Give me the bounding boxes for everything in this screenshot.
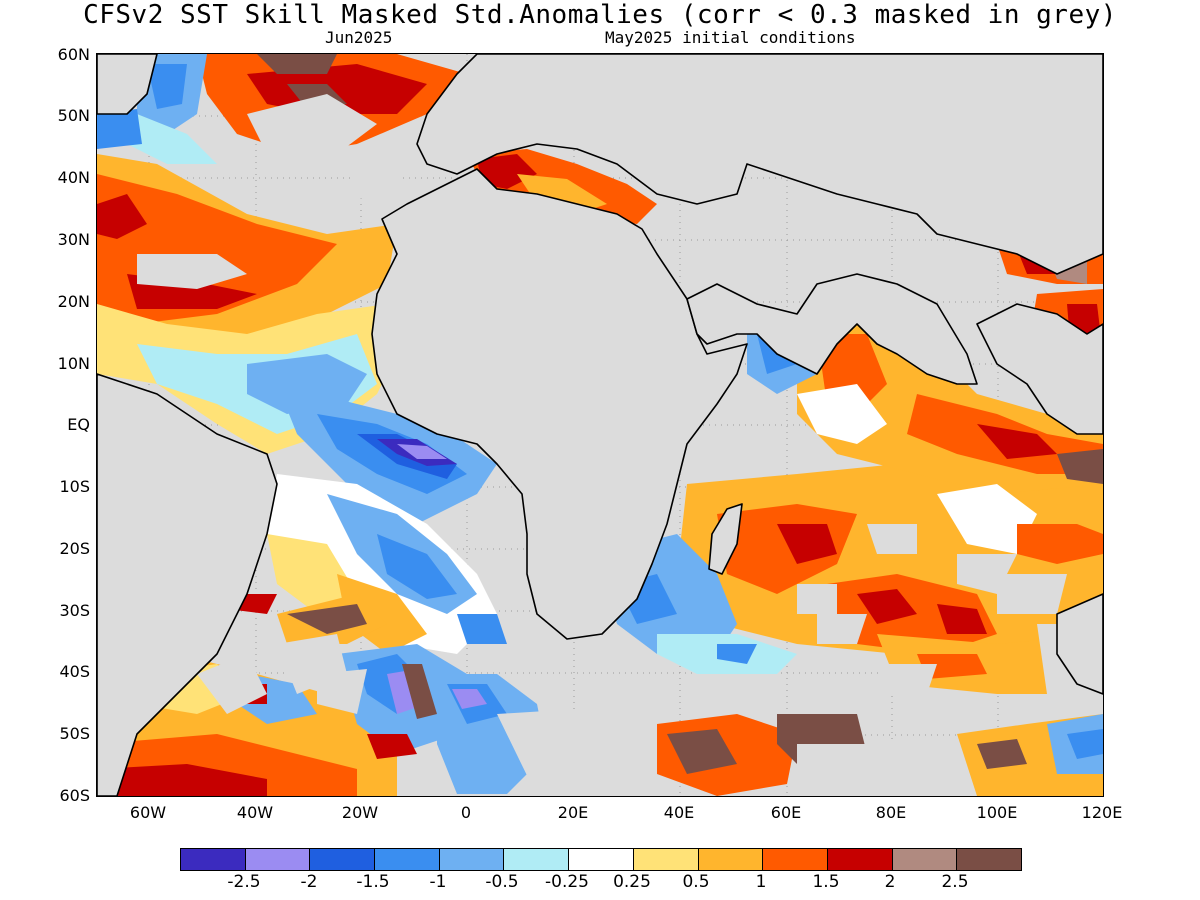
colorbar-swatch (439, 849, 505, 870)
colorbar-swatch (310, 849, 376, 870)
south-america (97, 373, 278, 796)
colorbar-swatch (827, 849, 893, 870)
forecast-month: Jun2025 (325, 28, 393, 47)
colorbar-swatch (504, 849, 570, 870)
arabia-india (686, 273, 978, 385)
europe (416, 54, 1103, 275)
africa (371, 168, 748, 640)
colorbar-swatch (763, 849, 828, 870)
lat-label: 40N (57, 168, 90, 187)
colorbar-swatch (957, 849, 1021, 870)
lon-label: 60W (129, 803, 167, 822)
colorbar-label: 0.25 (613, 872, 651, 892)
colorbar-swatch (633, 849, 699, 870)
map-canvas (97, 54, 1103, 796)
colorbar-label: -1 (429, 872, 447, 892)
chart-title: CFSv2 SST Skill Masked Std.Anomalies (co… (83, 0, 1117, 30)
lat-label: EQ (67, 415, 90, 434)
colorbar-label: 1 (755, 872, 767, 892)
lat-label: 20N (57, 292, 90, 311)
lat-label: 50S (59, 724, 90, 743)
lon-label: 100E (976, 803, 1018, 822)
colorbar-swatch (375, 849, 440, 870)
lon-label: 80E (875, 803, 907, 822)
lon-label: 120E (1081, 803, 1123, 822)
lon-label: 60E (770, 803, 802, 822)
initial-conditions-label: May2025 initial conditions (605, 28, 856, 47)
lon-label: 0 (460, 803, 472, 822)
colorbar-swatch (698, 849, 764, 870)
lat-label: 50N (57, 106, 90, 125)
colorbar-label: -0.25 (545, 872, 589, 892)
lon-label: 40W (236, 803, 274, 822)
colorbar-label: -2 (300, 872, 318, 892)
lat-label: 40S (59, 662, 90, 681)
lat-label: 60S (59, 786, 90, 805)
land-masses (97, 54, 1103, 796)
colorbar-swatch (892, 849, 958, 870)
colorbar-swatch (569, 849, 634, 870)
colorbar-label: 2 (884, 872, 896, 892)
colorbar-label: 2.5 (941, 872, 969, 892)
lat-label: 20S (59, 539, 90, 558)
lat-label: 30S (59, 601, 90, 620)
anomaly-map (96, 53, 1104, 797)
colorbar-label: -1.5 (356, 872, 390, 892)
colorbar-label: -2.5 (227, 872, 261, 892)
colorbar (180, 848, 1022, 871)
southeast-asia (976, 303, 1103, 435)
masked-areas (97, 54, 1103, 796)
madagascar (708, 503, 743, 575)
north-atlantic-warm (97, 54, 467, 354)
colorbar-swatch (181, 849, 246, 870)
lon-label: 40E (663, 803, 695, 822)
australia-edge (1056, 593, 1103, 695)
colorbar-label: 1.5 (812, 872, 840, 892)
lon-label: 20W (341, 803, 379, 822)
colorbar-swatch (245, 849, 311, 870)
lat-label: 60N (57, 45, 90, 64)
colorbar-label: -0.5 (485, 872, 519, 892)
lon-label: 20E (557, 803, 589, 822)
lat-label: 10S (59, 477, 90, 496)
lat-label: 30N (57, 230, 90, 249)
lat-label: 10N (57, 354, 90, 373)
greenland-iceland (97, 54, 158, 115)
colorbar-label: 0.5 (682, 872, 710, 892)
